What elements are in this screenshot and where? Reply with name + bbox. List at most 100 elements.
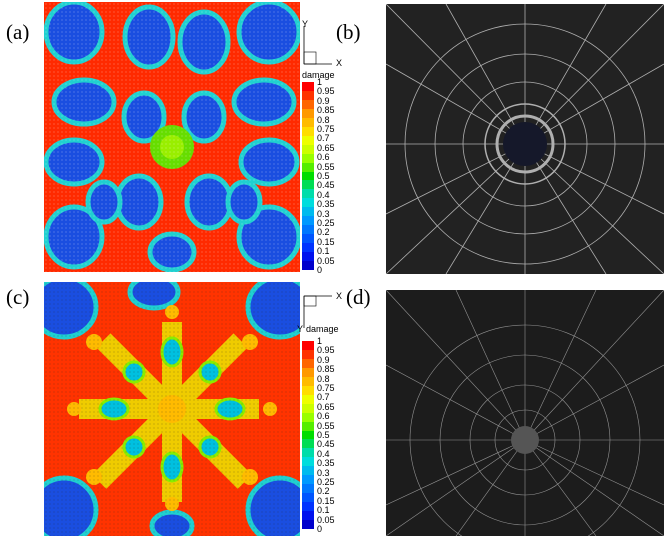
legend-swatch <box>302 394 314 404</box>
legend-swatch <box>302 252 314 262</box>
legend-swatch <box>302 144 314 154</box>
legend-swatch <box>302 349 314 359</box>
axis-triad-a <box>300 20 340 68</box>
legend-ticks-c: 1 0.95 0.9 0.85 0.8 0.75 0.7 0.65 0.6 0.55 0.5 0.45… <box>317 337 357 536</box>
panel-label-d: (d) <box>346 285 371 309</box>
legend-swatch <box>302 385 314 395</box>
legend-swatch <box>302 493 314 503</box>
legend-swatch <box>302 466 314 476</box>
legend-tick-label: 0.15 <box>317 236 335 247</box>
legend-tick-label: 0.6 <box>317 152 330 163</box>
axis-label-y-c: Y <box>297 324 304 334</box>
legend-swatch <box>302 511 314 521</box>
legend-swatch <box>302 207 314 217</box>
legend-swatch <box>302 162 314 172</box>
panel-label-b: (b) <box>336 20 361 44</box>
legend-tick-label: 0.6 <box>317 411 330 422</box>
legend-tick-label: 0.75 <box>317 383 335 393</box>
legend-tick-label: 0.55 <box>317 161 335 172</box>
legend-tick-label: 0.95 <box>317 86 335 97</box>
legend-tick-label: 0.8 <box>317 114 330 125</box>
legend-tick-label: 0.3 <box>317 467 330 478</box>
legend-swatch <box>302 126 314 136</box>
legend-tick-label: 0.65 <box>317 142 335 153</box>
legend-tick-label: 0.25 <box>317 218 335 228</box>
legend-swatch <box>302 225 314 235</box>
legend-tick-label: 0.45 <box>317 180 335 191</box>
legend-tick-label: 1 <box>317 336 323 346</box>
legend-swatch <box>302 484 314 494</box>
legend-tick-label: 0.85 <box>317 364 335 375</box>
legend-tick-label: 0.05 <box>317 255 335 266</box>
legend-swatch <box>302 412 314 422</box>
legend-tick-label: 1 <box>317 77 323 87</box>
legend-bar-c <box>302 341 314 530</box>
legend-swatch <box>302 216 314 226</box>
legend-swatch <box>302 475 314 485</box>
axis-triad-c <box>300 290 340 330</box>
damage-map-a <box>44 2 300 272</box>
legend-tick-label: 0.7 <box>317 392 330 403</box>
fractured-glass-photo-d <box>386 290 664 536</box>
legend-tick-label: 0.2 <box>317 227 330 238</box>
legend-tick-label: 0.75 <box>317 124 335 134</box>
axis-label-x-c: X <box>336 291 343 301</box>
legend-swatch <box>302 171 314 181</box>
legend-swatch <box>302 457 314 467</box>
legend-swatch <box>302 99 314 109</box>
legend-swatch <box>302 261 314 271</box>
legend-tick-label: 0 <box>317 265 323 275</box>
legend-swatch <box>302 243 314 253</box>
legend-tick-label: 0.25 <box>317 477 335 487</box>
legend-tick-label: 0.4 <box>317 189 330 200</box>
legend-swatch <box>302 421 314 431</box>
legend-swatch <box>302 82 314 91</box>
legend-swatch <box>302 358 314 368</box>
legend-swatch <box>302 403 314 413</box>
legend-title-a: damage <box>302 70 335 80</box>
legend-tick-label: 0.05 <box>317 514 335 525</box>
legend-swatch <box>302 439 314 449</box>
legend-swatch <box>302 189 314 199</box>
legend-tick-label: 0.65 <box>317 401 335 412</box>
legend-tick-label: 0.5 <box>317 430 330 440</box>
damage-map-c <box>44 282 300 536</box>
legend-tick-label: 0.35 <box>317 199 335 210</box>
legend-title-c: damage <box>306 324 339 334</box>
legend-swatch <box>302 180 314 190</box>
legend-bar-a <box>302 82 314 271</box>
legend-swatch <box>302 502 314 512</box>
axis-label-x-a: X <box>336 58 343 68</box>
legend-tick-label: 0.2 <box>317 486 330 497</box>
panel-label-a: (a) <box>6 20 30 44</box>
legend-swatch <box>302 341 314 350</box>
legend-swatch <box>302 198 314 208</box>
legend-swatch <box>302 234 314 244</box>
legend-swatch <box>302 117 314 127</box>
legend-swatch <box>302 376 314 386</box>
legend-tick-label: 0.1 <box>317 246 330 257</box>
legend-tick-label: 0.85 <box>317 105 335 116</box>
legend-swatch <box>302 108 314 118</box>
legend-swatch <box>302 430 314 440</box>
legend-tick-label: 0.8 <box>317 373 330 384</box>
legend-tick-label: 0.5 <box>317 171 330 181</box>
legend-tick-label: 0 <box>317 524 323 534</box>
legend-swatch <box>302 153 314 163</box>
legend-tick-label: 0.35 <box>317 458 335 469</box>
legend-swatch <box>302 520 314 530</box>
panel-label-c: (c) <box>6 285 30 309</box>
legend-tick-label: 0.3 <box>317 208 330 219</box>
legend-swatch <box>302 448 314 458</box>
fractured-glass-photo-b <box>386 4 664 274</box>
legend-swatch <box>302 367 314 377</box>
legend-tick-label: 0.95 <box>317 345 335 356</box>
legend-swatch <box>302 135 314 145</box>
legend-tick-label: 0.9 <box>317 95 330 106</box>
legend-tick-label: 0.7 <box>317 133 330 144</box>
legend-ticks-a: 1 0.95 0.9 0.85 0.8 0.75 0.7 0.65 0.6 0.55 0.5 0.45… <box>317 78 357 275</box>
legend-tick-label: 0.15 <box>317 495 335 506</box>
legend-tick-label: 0.45 <box>317 439 335 450</box>
legend-tick-label: 0.9 <box>317 354 330 365</box>
legend-tick-label: 0.55 <box>317 420 335 431</box>
